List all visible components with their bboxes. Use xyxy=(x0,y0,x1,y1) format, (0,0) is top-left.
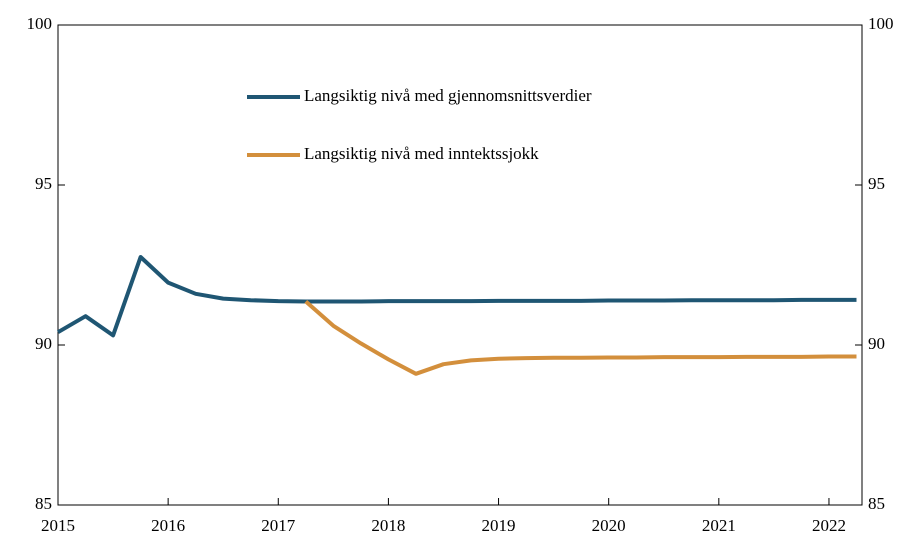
y-tick-label: 95 xyxy=(35,174,52,193)
series-line xyxy=(56,255,857,338)
x-tick-label: 2020 xyxy=(592,516,626,535)
y-tick-label: 100 xyxy=(27,14,53,33)
legend-label: Langsiktig nivå med gjennomsnittsverdier xyxy=(304,86,592,105)
legend-label: Langsiktig nivå med inntektssjokk xyxy=(304,144,539,163)
x-tick-label: 2022 xyxy=(812,516,846,535)
x-tick-label: 2016 xyxy=(151,516,185,535)
x-tick-label: 2021 xyxy=(702,516,736,535)
y2-tick-label: 100 xyxy=(868,14,894,33)
x-tick-label: 2018 xyxy=(371,516,405,535)
x-tick-label: 2015 xyxy=(41,516,75,535)
y2-tick-label: 90 xyxy=(868,334,885,353)
y2-tick-label: 85 xyxy=(868,494,885,513)
y2-tick-label: 95 xyxy=(868,174,885,193)
y-tick-label: 85 xyxy=(35,494,52,513)
y-tick-label: 90 xyxy=(35,334,52,353)
x-tick-label: 2019 xyxy=(482,516,516,535)
plot-frame xyxy=(57,24,863,506)
x-tick-label: 2017 xyxy=(261,516,296,535)
series-line xyxy=(304,299,857,376)
